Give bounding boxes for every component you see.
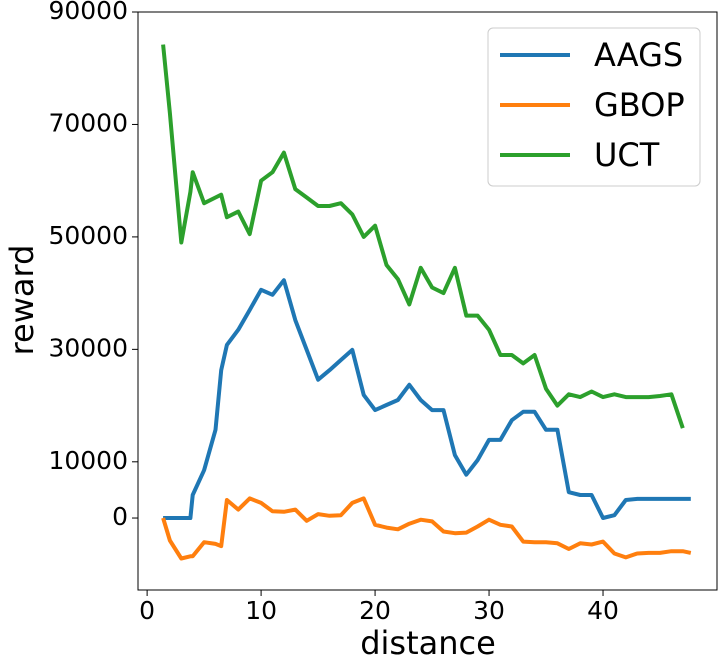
y-axis-label: reward bbox=[3, 245, 41, 356]
data-line bbox=[161, 44, 685, 429]
legend-box bbox=[487, 27, 701, 187]
legend-label: UCT bbox=[594, 136, 660, 174]
plot-frame bbox=[137, 11, 718, 591]
x-tick-label: 10 bbox=[245, 596, 277, 625]
x-tick-label: 30 bbox=[473, 596, 505, 625]
data-line bbox=[163, 278, 691, 520]
x-axis-label: distance bbox=[360, 624, 496, 662]
data-line bbox=[161, 496, 692, 561]
x-tick-label: 40 bbox=[587, 596, 619, 625]
y-tick-label: 0 bbox=[112, 502, 128, 531]
legend-label: AAGS bbox=[594, 36, 683, 74]
x-tick-label: 0 bbox=[139, 596, 155, 625]
y-tick-label: 90000 bbox=[48, 0, 128, 25]
y-tick-label: 50000 bbox=[48, 221, 128, 250]
y-tick-label: 10000 bbox=[48, 446, 128, 475]
y-tick-label: 70000 bbox=[48, 108, 128, 137]
x-tick-label: 20 bbox=[359, 596, 391, 625]
y-tick-label: 30000 bbox=[48, 333, 128, 362]
legend-label: GBOP bbox=[594, 86, 685, 124]
